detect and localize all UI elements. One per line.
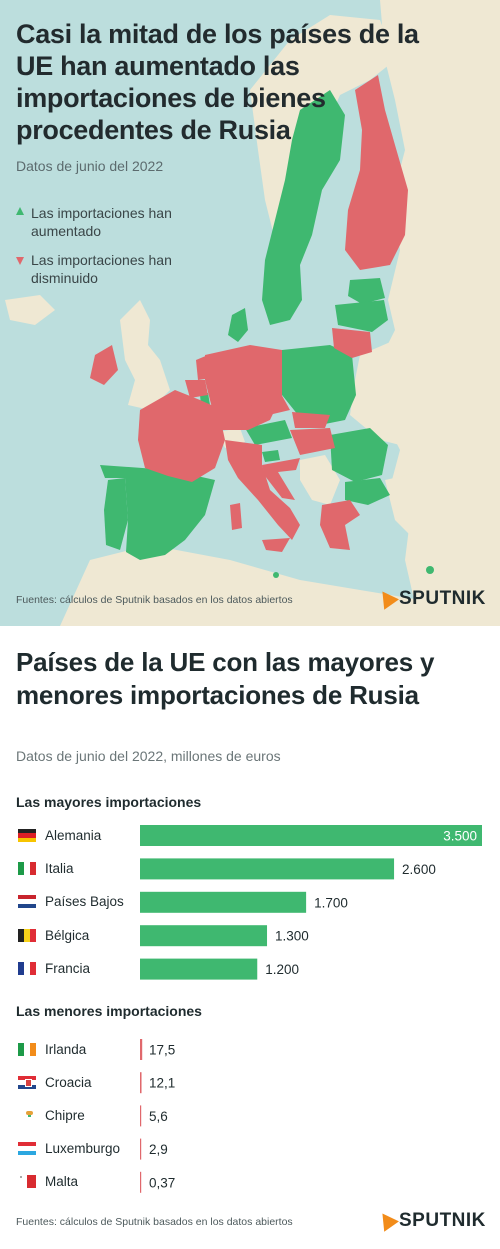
map-romania [330, 428, 388, 482]
bar-largest-1 [140, 858, 395, 880]
map-subtitle: Datos de junio del 2022 [16, 158, 164, 174]
label-largest-4: Francia [45, 961, 91, 976]
cyprus-flag-icon [25, 1109, 35, 1119]
map-sicily [262, 538, 290, 552]
label-smallest-1: Croacia [45, 1075, 92, 1090]
bar-smallest-3 [140, 1138, 142, 1160]
map-title: Casi la mitad de los países de la UE han… [16, 19, 419, 145]
netherlands-flag-icon [18, 895, 36, 908]
value-label-smallest-1: 12,1 [149, 1076, 175, 1091]
map-sweden [262, 90, 345, 325]
bar-smallest-4 [140, 1171, 142, 1193]
map-latvia [335, 300, 388, 332]
map-brand-label: SPUTNIK [399, 588, 486, 609]
map-ireland [90, 345, 118, 385]
map-panel: Casi la mitad de los países de la UE han… [0, 0, 500, 626]
europe-map [5, 0, 500, 626]
value-label-largest-3: 1.300 [275, 929, 309, 944]
map-italy [225, 440, 300, 540]
map-poland [282, 345, 356, 425]
label-smallest-2: Chipre [45, 1108, 85, 1123]
label-largest-2: Países Bajos [45, 894, 124, 909]
value-label-largest-0: 3.500 [443, 829, 477, 844]
germany-flag-icon [18, 829, 36, 842]
map-greece [320, 500, 360, 550]
label-smallest-4: Malta [45, 1174, 79, 1189]
map-land-africa [60, 545, 440, 626]
label-smallest-0: Irlanda [45, 1042, 87, 1057]
map-czechia [248, 392, 290, 418]
legend-increased: Las importaciones han aumentado [16, 204, 201, 240]
map-cyprus [426, 566, 434, 574]
map-hungary [290, 428, 335, 455]
map-portugal [104, 478, 128, 550]
map-sardinia [230, 503, 242, 530]
value-label-smallest-3: 2,9 [149, 1142, 168, 1157]
map-denmark [228, 308, 248, 342]
triangle-up-icon [16, 207, 24, 215]
france-flag-icon [18, 962, 36, 975]
map-malta [273, 572, 279, 578]
belgium-flag-icon [18, 929, 36, 942]
value-label-smallest-0: 17,5 [149, 1043, 175, 1058]
map-netherlands [196, 355, 212, 380]
malta-flag-icon [18, 1175, 36, 1188]
largest-heading: Las mayores importaciones [16, 794, 202, 810]
ireland-flag-icon [18, 1043, 36, 1056]
italy-flag-icon [18, 862, 36, 875]
label-largest-1: Italia [45, 861, 74, 876]
map-land-iceland [5, 295, 55, 325]
bars-brand: SPUTNIK [375, 1208, 486, 1232]
sputnik-logo-icon [375, 1208, 399, 1232]
label-smallest-3: Luxemburgo [45, 1141, 121, 1156]
map-land-turkey [385, 460, 500, 560]
value-label-smallest-4: 0,37 [149, 1175, 175, 1190]
bars-sources: Fuentes: cálculos de Sputnik basados en … [16, 1216, 293, 1228]
label-largest-3: Bélgica [45, 928, 90, 943]
map-land-belarus-ukraine [350, 340, 440, 450]
value-label-largest-2: 1.700 [314, 895, 348, 910]
map-slovenia [262, 450, 280, 462]
bar-largest-3 [140, 925, 268, 947]
map-belgium [185, 380, 208, 398]
bar-largest-4 [140, 958, 258, 980]
value-label-smallest-2: 5,6 [149, 1109, 168, 1124]
bars-title: Países de la UE con las mayores y menore… [16, 647, 435, 710]
legend-decreased: Las importaciones han disminuido [16, 251, 201, 287]
value-label-largest-4: 1.200 [265, 962, 299, 977]
map-austria [245, 420, 292, 445]
map-sources: Fuentes: cálculos de Sputnik basados en … [16, 594, 293, 606]
map-slovakia [292, 412, 330, 428]
triangle-down-icon [16, 257, 24, 265]
bars-subtitle: Datos de junio del 2022, millones de eur… [16, 748, 281, 764]
bars-brand-label: SPUTNIK [399, 1210, 486, 1231]
map-france [138, 390, 225, 482]
map-brand: SPUTNIK [375, 586, 486, 610]
map-spain [100, 465, 215, 560]
legend-decreased-label: Las importaciones han disminuido [31, 252, 172, 286]
map-bulgaria [345, 478, 390, 505]
map-land-uk [120, 300, 170, 410]
label-largest-0: Alemania [45, 828, 102, 843]
value-label-largest-1: 2.600 [402, 862, 436, 877]
smallest-heading: Las menores importaciones [16, 1003, 202, 1019]
bar-smallest-0 [140, 1039, 143, 1060]
map-croatia [262, 458, 300, 500]
legend-increased-label: Las importaciones han aumentado [31, 205, 172, 239]
bar-largest-2 [140, 891, 307, 913]
bar-smallest-2 [140, 1105, 142, 1127]
map-finland [345, 75, 408, 270]
map-land-balkans [300, 455, 340, 505]
map-lithuania [332, 328, 372, 358]
map-estonia [348, 278, 385, 304]
bar-smallest-1 [140, 1072, 142, 1094]
croatia-flag-icon [18, 1076, 36, 1089]
bar-largest-0 [140, 825, 482, 846]
luxembourg-flag-icon [18, 1142, 36, 1155]
